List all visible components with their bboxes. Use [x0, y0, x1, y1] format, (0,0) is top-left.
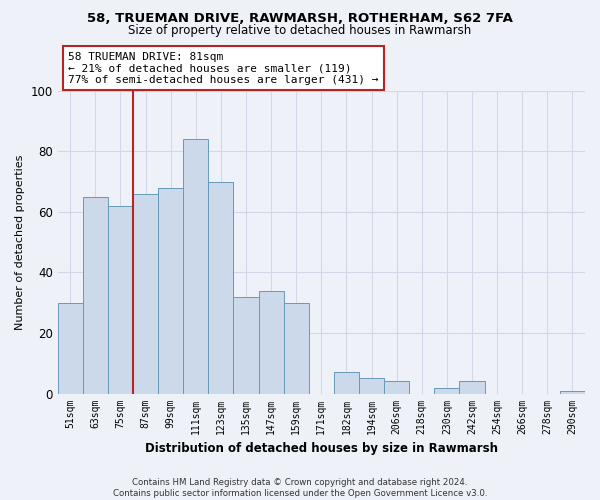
Y-axis label: Number of detached properties: Number of detached properties — [15, 154, 25, 330]
Bar — [359, 378, 384, 394]
Bar — [560, 390, 585, 394]
Bar — [83, 197, 108, 394]
Bar — [460, 382, 485, 394]
Bar — [183, 140, 208, 394]
Text: 58, TRUEMAN DRIVE, RAWMARSH, ROTHERHAM, S62 7FA: 58, TRUEMAN DRIVE, RAWMARSH, ROTHERHAM, … — [87, 12, 513, 26]
Bar — [108, 206, 133, 394]
Bar — [384, 382, 409, 394]
Bar — [58, 303, 83, 394]
Text: Size of property relative to detached houses in Rawmarsh: Size of property relative to detached ho… — [128, 24, 472, 37]
X-axis label: Distribution of detached houses by size in Rawmarsh: Distribution of detached houses by size … — [145, 442, 498, 455]
Bar — [233, 296, 259, 394]
Bar — [334, 372, 359, 394]
Bar — [259, 290, 284, 394]
Bar — [208, 182, 233, 394]
Bar — [158, 188, 183, 394]
Bar — [434, 388, 460, 394]
Bar — [284, 303, 309, 394]
Bar — [133, 194, 158, 394]
Text: 58 TRUEMAN DRIVE: 81sqm
← 21% of detached houses are smaller (119)
77% of semi-d: 58 TRUEMAN DRIVE: 81sqm ← 21% of detache… — [68, 52, 379, 85]
Text: Contains HM Land Registry data © Crown copyright and database right 2024.
Contai: Contains HM Land Registry data © Crown c… — [113, 478, 487, 498]
